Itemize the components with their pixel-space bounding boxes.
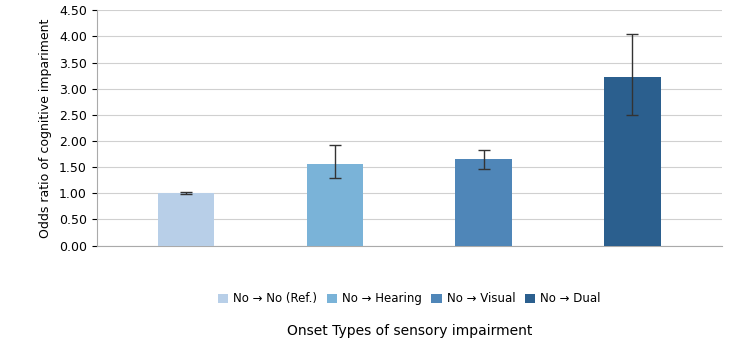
Text: Onset Types of sensory impairment: Onset Types of sensory impairment — [286, 324, 532, 338]
Bar — [158, 193, 214, 246]
Legend: No → No (Ref.), No → Hearing, No → Visual, No → Dual: No → No (Ref.), No → Hearing, No → Visua… — [213, 288, 606, 310]
Bar — [604, 77, 661, 246]
Y-axis label: Odds ratio of cognitive impariment: Odds ratio of cognitive impariment — [39, 18, 52, 238]
Bar — [455, 159, 512, 246]
Bar — [307, 164, 363, 246]
